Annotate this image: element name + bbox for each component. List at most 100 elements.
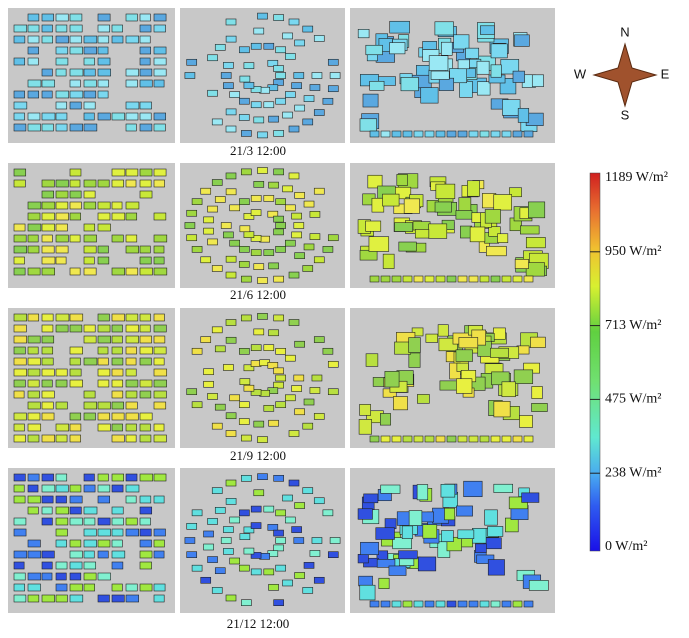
- building: [380, 413, 391, 426]
- building: [263, 568, 275, 576]
- building: [394, 341, 412, 355]
- building: [13, 24, 28, 33]
- building: [139, 13, 151, 22]
- building: [69, 561, 83, 570]
- building: [327, 360, 339, 368]
- building: [268, 181, 279, 189]
- building: [97, 423, 111, 432]
- building: [243, 213, 255, 220]
- building: [311, 72, 323, 79]
- building: [413, 600, 424, 608]
- building: [111, 401, 124, 410]
- building: [225, 255, 237, 263]
- building: [27, 223, 42, 232]
- building: [521, 492, 540, 503]
- building: [365, 353, 379, 367]
- building: [243, 526, 255, 534]
- building: [139, 57, 151, 66]
- building: [239, 564, 250, 572]
- building: [13, 412, 27, 421]
- building: [55, 46, 69, 55]
- building: [291, 231, 302, 239]
- building: [293, 222, 305, 229]
- building: [125, 594, 139, 603]
- building: [514, 259, 529, 269]
- building: [430, 70, 450, 80]
- building: [41, 506, 53, 515]
- building: [268, 584, 279, 591]
- building: [253, 489, 265, 497]
- building: [457, 600, 468, 608]
- building: [203, 368, 214, 376]
- rendering: [350, 163, 555, 288]
- building: [523, 130, 534, 138]
- building: [83, 79, 97, 88]
- building: [13, 223, 26, 232]
- building: [83, 572, 97, 581]
- building: [393, 396, 408, 411]
- building: [239, 198, 250, 205]
- building: [83, 112, 95, 121]
- building: [97, 412, 110, 421]
- building: [41, 123, 54, 132]
- building: [41, 13, 54, 22]
- building: [41, 495, 54, 504]
- building: [153, 79, 165, 88]
- building: [294, 252, 305, 259]
- building: [27, 594, 40, 603]
- building: [457, 59, 470, 70]
- building: [41, 68, 53, 77]
- building: [13, 179, 26, 188]
- building: [275, 97, 286, 105]
- building: [239, 75, 251, 83]
- building: [69, 123, 83, 132]
- building: [291, 385, 302, 392]
- building: [225, 172, 237, 180]
- building: [69, 434, 81, 443]
- building: [302, 265, 314, 272]
- building: [257, 12, 268, 20]
- building: [139, 190, 153, 199]
- building: [55, 594, 68, 603]
- panels: [8, 8, 555, 613]
- building: [362, 93, 379, 108]
- building: [417, 394, 430, 404]
- building: [402, 130, 413, 138]
- color-bar: [589, 172, 601, 552]
- building: [424, 130, 435, 138]
- building: [207, 89, 218, 97]
- rendering: [8, 308, 175, 448]
- building: [434, 201, 452, 213]
- building: [125, 412, 139, 421]
- building: [13, 357, 27, 366]
- building: [402, 435, 413, 443]
- building: [359, 74, 379, 87]
- building: [55, 324, 69, 333]
- building: [267, 362, 279, 369]
- building: [369, 275, 380, 283]
- building: [153, 335, 166, 344]
- building: [268, 329, 279, 337]
- building: [97, 112, 111, 121]
- building: [153, 379, 167, 388]
- building: [41, 245, 55, 254]
- building: [424, 600, 435, 608]
- building: [435, 275, 446, 283]
- building: [125, 473, 138, 482]
- building: [111, 539, 123, 548]
- building: [273, 529, 284, 537]
- building: [322, 97, 334, 105]
- rendering: [350, 468, 555, 613]
- building: [223, 364, 234, 371]
- building: [207, 205, 218, 213]
- building: [375, 527, 395, 540]
- building: [501, 130, 512, 138]
- building: [434, 21, 454, 36]
- building: [139, 324, 151, 333]
- building: [446, 275, 457, 283]
- building: [27, 434, 40, 443]
- building: [97, 324, 111, 333]
- building: [302, 118, 314, 126]
- building: [291, 212, 302, 220]
